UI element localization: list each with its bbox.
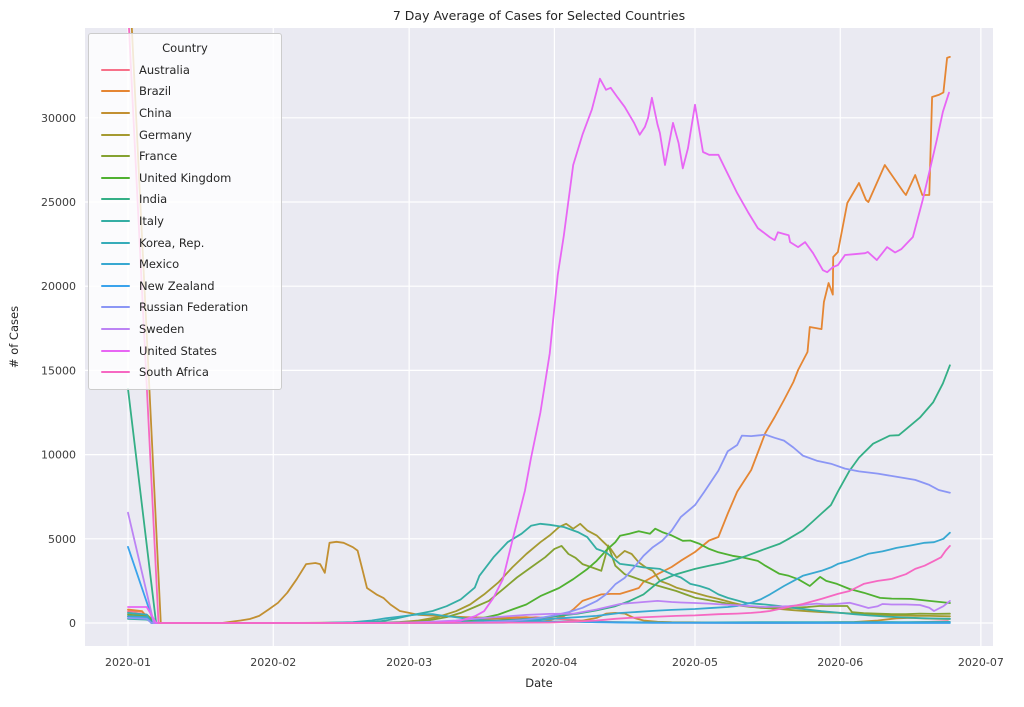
legend-swatch xyxy=(101,155,130,158)
legend-item: Korea, Rep. xyxy=(97,232,273,254)
legend-item: Sweden xyxy=(97,318,273,340)
x-axis-label: Date xyxy=(525,676,553,690)
legend-label: United States xyxy=(139,343,217,358)
legend-swatch xyxy=(101,284,130,287)
series-line-france xyxy=(127,544,951,624)
legend-item: South Africa xyxy=(97,361,273,383)
y-tick-label: 0 xyxy=(69,617,76,630)
x-tick-label: 2020-05 xyxy=(672,656,718,669)
legend-item: France xyxy=(97,145,273,167)
legend-title: Country xyxy=(162,41,208,55)
legend-swatch xyxy=(101,90,130,93)
series-group xyxy=(127,28,951,624)
series-line-south-africa xyxy=(128,28,951,624)
x-tick-label: 2020-06 xyxy=(817,656,863,669)
x-tick-label: 2020-03 xyxy=(386,656,432,669)
legend-label: France xyxy=(139,149,178,164)
legend-swatch xyxy=(101,306,130,309)
legend-label: Sweden xyxy=(139,321,185,336)
legend-items: Australia Brazil China Germany France United … xyxy=(97,59,273,383)
chart-title: 7 Day Average of Cases for Selected Coun… xyxy=(392,8,686,23)
y-tick-label: 25000 xyxy=(41,196,76,209)
legend-item: India xyxy=(97,189,273,211)
series-line-sweden xyxy=(127,511,951,624)
legend-item: Mexico xyxy=(97,253,273,275)
legend-item: New Zealand xyxy=(97,275,273,297)
legend-label: Korea, Rep. xyxy=(139,235,205,250)
legend-item: United States xyxy=(97,340,273,362)
legend-swatch xyxy=(101,349,130,352)
y-tick-label: 10000 xyxy=(41,449,76,462)
legend-swatch xyxy=(101,327,130,330)
legend-label: Russian Federation xyxy=(139,300,249,315)
y-axis-label: # of Cases xyxy=(7,305,21,369)
y-tick-label: 15000 xyxy=(41,364,76,377)
legend-swatch xyxy=(101,263,130,266)
legend-label: Mexico xyxy=(139,257,180,272)
y-tick-label: 30000 xyxy=(41,112,76,125)
y-tick-label: 20000 xyxy=(41,280,76,293)
legend-label: Australia xyxy=(139,62,190,77)
legend-swatch xyxy=(101,133,130,136)
legend-label: China xyxy=(139,105,172,120)
legend-item: Australia xyxy=(97,59,273,81)
legend-swatch xyxy=(101,68,130,71)
legend-label: Brazil xyxy=(139,84,172,99)
legend: Country Australia Brazil China Germany Franc… xyxy=(88,33,282,390)
legend-item: Germany xyxy=(97,124,273,146)
legend-item: United Kingdom xyxy=(97,167,273,189)
legend-label: United Kingdom xyxy=(139,170,232,185)
legend-swatch xyxy=(101,371,130,374)
legend-item: Russian Federation xyxy=(97,297,273,319)
x-tick-label: 2020-04 xyxy=(531,656,577,669)
legend-item: Brazil xyxy=(97,81,273,103)
legend-swatch xyxy=(101,111,130,114)
series-line-united-states xyxy=(127,77,950,624)
legend-swatch xyxy=(101,176,130,179)
x-tick-label: 2020-01 xyxy=(105,656,151,669)
legend-swatch xyxy=(101,198,130,201)
legend-label: Germany xyxy=(139,127,192,142)
legend-label: South Africa xyxy=(139,365,209,380)
legend-label: New Zealand xyxy=(139,278,215,293)
legend-swatch xyxy=(101,219,130,222)
y-tick-label: 5000 xyxy=(48,533,76,546)
series-line-united-kingdom xyxy=(127,527,951,624)
legend-label: Italy xyxy=(139,213,164,228)
x-tick-label: 2020-02 xyxy=(250,656,296,669)
legend-label: India xyxy=(139,192,168,207)
legend-swatch xyxy=(101,241,130,244)
legend-item: Italy xyxy=(97,210,273,232)
series-line-germany xyxy=(127,522,951,624)
series-line-russian-federation xyxy=(127,433,951,624)
x-tick-label: 2020-07 xyxy=(958,656,1004,669)
legend-item: China xyxy=(97,102,273,124)
